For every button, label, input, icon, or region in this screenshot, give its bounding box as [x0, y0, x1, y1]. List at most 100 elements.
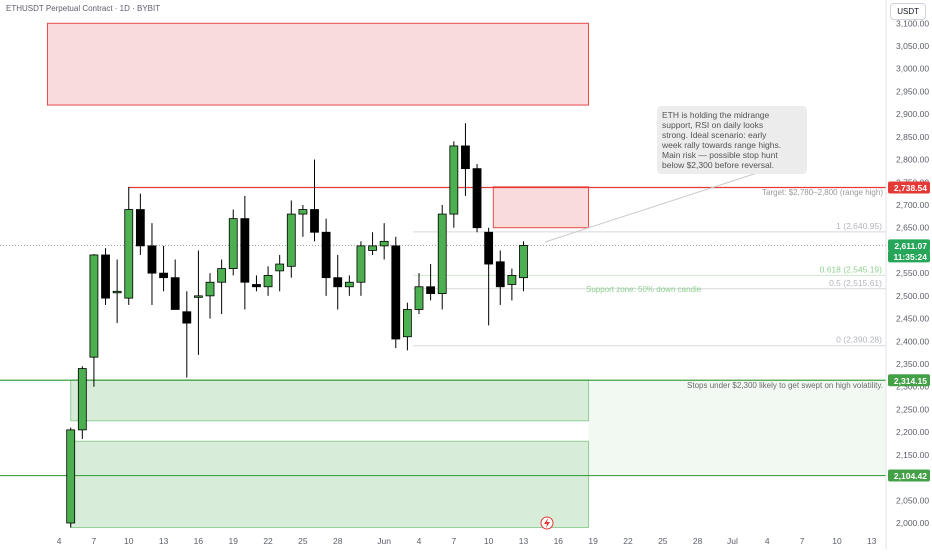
support-zone-extension: [588, 380, 886, 476]
support-level-badge-text: 2,314.15: [894, 376, 927, 386]
candle-29: [402, 302, 412, 351]
candle-body: [310, 209, 319, 233]
fibonacci-layer: 1 (2,640.95) 0.618 (2,545.19) 0.5 (2,515.6…: [413, 221, 886, 347]
time-tick-label: 7: [92, 536, 97, 546]
candle-21: [310, 159, 319, 242]
price-tick-label: 2,000.00: [896, 518, 929, 528]
price-tick-label: 2,950.00: [896, 86, 929, 96]
time-tick-label: 7: [800, 536, 805, 546]
candle-10: [182, 291, 192, 378]
time-tick-label: 10: [124, 536, 134, 546]
time-tick-label: 13: [159, 536, 169, 546]
candle-33: [449, 141, 459, 228]
candle-3: [101, 248, 110, 305]
price-axis-labels: 2,000.002,050.002,100.002,150.002,200.00…: [896, 18, 929, 528]
countdown-badge-text: 11:35:24: [893, 252, 927, 262]
time-tick-label: 25: [658, 536, 668, 546]
support-zone-3: [70, 440, 590, 529]
candle-28: [391, 236, 401, 349]
candle-body: [298, 209, 308, 215]
candle-body: [333, 277, 343, 288]
resistance-zone-0: [46, 22, 590, 106]
price-tick-label: 2,400.00: [896, 336, 929, 346]
candle-body: [275, 263, 285, 272]
candle-6: [135, 193, 145, 255]
candle-body: [182, 311, 192, 324]
candle-5: [124, 186, 134, 305]
levels-layer: [0, 186, 886, 477]
candle-body: [507, 275, 517, 285]
time-tick-label: 25: [298, 536, 308, 546]
candle-body: [205, 281, 215, 297]
price-tick-label: 2,850.00: [896, 132, 929, 142]
time-tick-label: 10: [484, 536, 494, 546]
candle-body: [170, 277, 180, 310]
lightning-icon[interactable]: [540, 516, 554, 530]
candle-12: [205, 273, 215, 319]
candle-7: [147, 223, 157, 305]
candle-body: [449, 145, 459, 215]
support-level-badge: [888, 374, 930, 387]
price-axis[interactable]: [886, 0, 932, 550]
candle-body: [159, 272, 168, 279]
candle-body: [368, 245, 377, 251]
time-tick-label: Jun: [377, 536, 391, 546]
time-tick-label: Jul: [727, 536, 738, 546]
candle-body: [344, 281, 354, 288]
symbol-title[interactable]: ETHUSDT Perpetual Contract · 1D · BYBIT: [6, 4, 161, 13]
candle-30: [414, 273, 424, 315]
candle-body: [414, 286, 424, 310]
time-tick-label: 16: [554, 536, 564, 546]
candle-body: [437, 213, 447, 294]
candle-2: [89, 254, 99, 387]
time-tick-label: 22: [623, 536, 633, 546]
candle-body: [263, 275, 273, 288]
fib-level-label-0: 1 (2,640.95): [836, 221, 882, 231]
time-tick-label: 4: [417, 536, 422, 546]
lower-level-badge: [888, 469, 930, 482]
candle-body: [89, 254, 99, 358]
price-tick-label: 2,050.00: [896, 495, 929, 505]
candle-16: [252, 275, 261, 292]
candle-body: [147, 245, 157, 274]
candle-body: [228, 218, 238, 269]
price-tick-label: 2,300.00: [896, 382, 929, 392]
time-tick-label: 16: [194, 536, 204, 546]
candle-36: [484, 227, 494, 326]
price-tick-label: 2,500.00: [896, 291, 929, 301]
price-tick-label: 2,550.00: [896, 268, 929, 278]
candle-8: [159, 245, 168, 292]
price-tick-label: 3,050.00: [896, 41, 929, 51]
candle-18: [275, 254, 285, 292]
current-price-badge: [888, 239, 930, 252]
candle-4: [112, 259, 122, 324]
candle-34: [461, 123, 470, 196]
analysis-note[interactable]: ETH is holding the midrange support, RSI…: [657, 106, 807, 174]
resistance-zone-1: [492, 186, 590, 229]
candle-body: [379, 240, 389, 247]
support-zone-2: [70, 379, 590, 422]
price-tick-label: 2,800.00: [896, 155, 929, 165]
candle-body: [484, 231, 494, 265]
candle-24: [344, 275, 354, 296]
time-tick-label: 10: [832, 536, 842, 546]
price-tick-label: 2,250.00: [896, 404, 929, 414]
time-tick-label: 19: [229, 536, 239, 546]
candle-11: [194, 250, 203, 355]
stops-annotation: Stops under $2,300 likely to get swept o…: [687, 381, 883, 390]
range-high-badge-text: 2,738.54: [894, 183, 927, 193]
time-tick-label: 19: [588, 536, 598, 546]
candle-body: [194, 295, 203, 298]
candle-13: [217, 259, 227, 315]
fib-level-label-2: 0.5 (2,515.61): [829, 278, 882, 288]
target-annotation: Target: $2,780–2,800 (range high): [762, 188, 883, 197]
time-tick-label: 28: [333, 536, 343, 546]
currency-selector[interactable]: USDT: [890, 3, 926, 20]
candle-22: [321, 218, 331, 296]
candle-14: [228, 209, 238, 276]
price-tick-label: 2,350.00: [896, 359, 929, 369]
candle-27: [379, 223, 389, 260]
